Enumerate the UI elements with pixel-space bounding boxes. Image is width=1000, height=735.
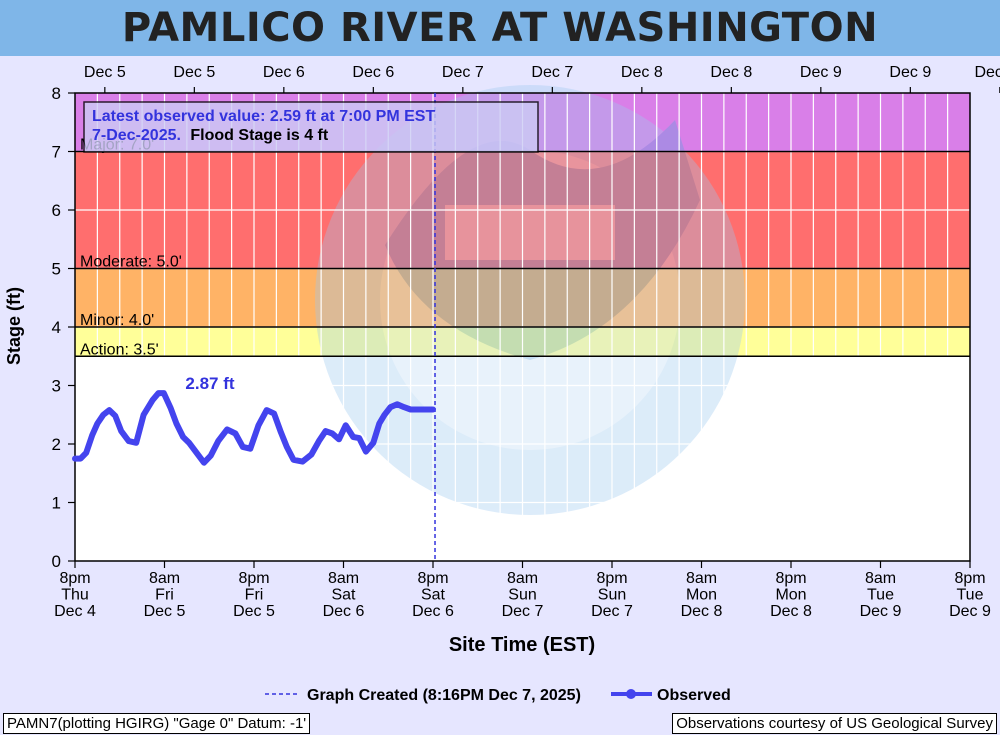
x-axis-label: Site Time (EST) — [449, 634, 595, 656]
x-tick-label: Dec 7 — [591, 603, 633, 620]
x-tick-label: Dec 9 — [860, 603, 902, 620]
x-tick-label: 8pm — [954, 570, 985, 587]
latest-observed-line1: Latest observed value: 2.59 ft at 7:00 P… — [92, 108, 435, 125]
x-top-tick-label: Dec 8 — [710, 64, 752, 81]
legend-observed-label: Observed — [657, 687, 731, 704]
x-top-tick-label: Dec 10 — [974, 64, 1000, 81]
y-tick-label: 4 — [52, 318, 61, 337]
x-tick-label: Tue — [957, 587, 984, 604]
x-tick-label: Dec 6 — [323, 603, 365, 620]
x-top-tick-label: Dec 8 — [621, 64, 663, 81]
source-footer: Observations courtesy of US Geological S… — [672, 713, 997, 734]
plot-border — [74, 92, 971, 562]
x-tick-label: 8pm — [775, 570, 806, 587]
legend: Graph Created (8:16PM Dec 7, 2025) Obser… — [265, 687, 731, 704]
x-tick-label: Mon — [775, 587, 806, 604]
latest-observed-box: Latest observed value: 2.59 ft at 7:00 P… — [83, 101, 539, 153]
x-top-tick-label: Dec 9 — [800, 64, 842, 81]
x-tick-label: Mon — [686, 587, 717, 604]
x-tick-label: Dec 6 — [412, 603, 454, 620]
y-tick-label: 6 — [52, 201, 61, 220]
x-top-tick-label: Dec 7 — [442, 64, 484, 81]
observed-series — [72, 390, 436, 466]
flood-stage-text: Flood Stage is 4 ft — [190, 127, 328, 144]
x-tick-label: 8pm — [238, 570, 269, 587]
x-top-tick-label: Dec 6 — [263, 64, 305, 81]
x-top-tick-label: Dec 5 — [173, 64, 215, 81]
x-tick-label: 8pm — [59, 570, 90, 587]
x-top-tick-label: Dec 5 — [84, 64, 126, 81]
x-tick-label: Dec 5 — [144, 603, 186, 620]
x-tick-label: Thu — [61, 587, 89, 604]
threshold-label-moderate: Moderate: 5.0' — [80, 254, 182, 271]
x-tick-label: Fri — [245, 587, 264, 604]
x-tick-label: Tue — [867, 587, 894, 604]
observed-line — [72, 390, 436, 466]
y-tick-label: 8 — [52, 84, 61, 103]
x-tick-label: 8am — [507, 570, 538, 587]
x-tick-label: Dec 4 — [54, 603, 96, 620]
title-bar: PAMLICO RIVER AT WASHINGTON — [0, 0, 1000, 56]
x-tick-label: 8pm — [596, 570, 627, 587]
y-tick-label: 5 — [52, 260, 61, 279]
threshold-label-minor: Minor: 4.0' — [80, 312, 154, 329]
x-tick-label: Sun — [508, 587, 536, 604]
x-tick-label: 8am — [149, 570, 180, 587]
y-tick-label: 3 — [52, 377, 61, 396]
x-tick-label: Fri — [155, 587, 174, 604]
svg-text:7-Dec-2025. Flood Stage: 7-Dec-2025. Flood Stage is 4 ft — [92, 127, 329, 144]
x-tick-label: Sat — [421, 587, 446, 604]
y-axis-label: Stage (ft) — [4, 287, 24, 365]
x-top-tick-label: Dec 6 — [352, 64, 394, 81]
datum-footer: PAMN7(plotting HGIRG) "Gage 0" Datum: -1… — [3, 713, 311, 734]
page-title: PAMLICO RIVER AT WASHINGTON — [121, 5, 879, 51]
y-tick-label: 2 — [52, 435, 61, 454]
x-tick-label: Dec 8 — [681, 603, 723, 620]
x-top-tick-label: Dec 7 — [531, 64, 573, 81]
y-tick-label: 0 — [52, 552, 61, 571]
y-axis-ticks: 0 1 2 3 4 5 6 7 8 — [52, 84, 75, 571]
x-tick-label: Dec 5 — [233, 603, 275, 620]
x-tick-label: Sat — [331, 587, 356, 604]
x-tick-label: 8pm — [417, 570, 448, 587]
legend-observed-marker — [626, 689, 636, 699]
threshold-label-action: Action: 3.5' — [80, 341, 159, 358]
latest-observed-date: 7-Dec-2025. — [92, 127, 181, 144]
y-tick-label: 1 — [52, 494, 61, 513]
x-tick-label: 8am — [865, 570, 896, 587]
y-tick-label: 7 — [52, 143, 61, 162]
x-tick-label: Dec 9 — [949, 603, 991, 620]
x-tick-label: 8am — [686, 570, 717, 587]
legend-created-label: Graph Created (8:16PM Dec 7, 2025) — [307, 687, 581, 704]
x-tick-label: 8am — [328, 570, 359, 587]
peak-label: 2.87 ft — [185, 374, 234, 393]
x-tick-label: Dec 8 — [770, 603, 812, 620]
x-tick-label: Dec 7 — [502, 603, 544, 620]
x-top-tick-label: Dec 9 — [889, 64, 931, 81]
x-axis-ticks-top: Dec 5 Dec 5 Dec 6 Dec 6 Dec 7 Dec 7 Dec 8 Dec 8… — [84, 64, 1000, 93]
x-tick-label: Sun — [598, 587, 626, 604]
